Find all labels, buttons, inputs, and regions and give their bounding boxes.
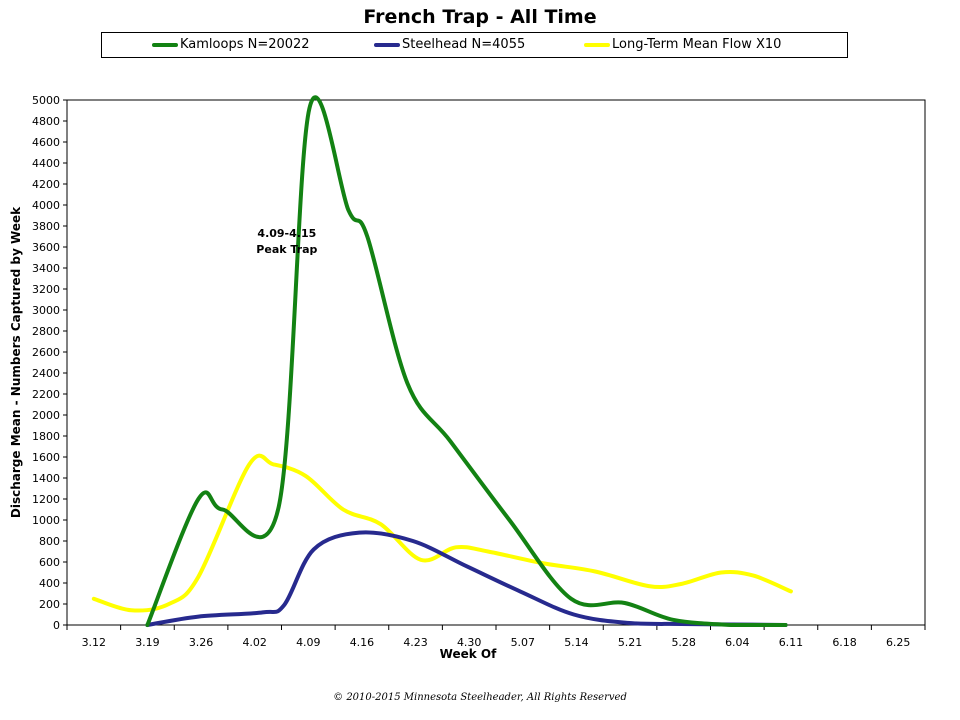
series-line-steelhead (145, 530, 788, 627)
legend-label-mean-flow: Long-Term Mean Flow X10 (612, 37, 782, 52)
x-tick-label: 3.12 (82, 636, 107, 649)
copyright-notice: © 2010-2015 Minnesota Steelheader, All R… (333, 692, 627, 703)
x-tick-label: 3.26 (189, 636, 214, 649)
legend-swatch-mean-flow (584, 42, 610, 47)
series-line-kamloops (145, 95, 788, 628)
x-tick-label: 6.18 (832, 636, 857, 649)
x-tick-label: 4.23 (403, 636, 428, 649)
legend-item-mean-flow: Long-Term Mean Flow X10 (584, 37, 781, 53)
y-tick-label: 2800 (32, 325, 60, 338)
x-tick-label: 6.11 (779, 636, 804, 649)
y-tick-label: 4600 (32, 136, 60, 149)
y-tick-label: 0 (53, 619, 60, 632)
y-tick-label: 4400 (32, 157, 60, 170)
legend-label-kamloops: Kamloops N=20022 (180, 37, 310, 52)
y-tick-label: 400 (39, 577, 60, 590)
y-tick-label: 1800 (32, 430, 60, 443)
y-axis-title: Discharge Mean - Numbers Captured by Wee… (9, 206, 23, 518)
y-tick-label: 800 (39, 535, 60, 548)
x-tick-label: 4.02 (242, 636, 267, 649)
y-tick-label: 3800 (32, 220, 60, 233)
y-tick-label: 2600 (32, 346, 60, 359)
legend-item-steelhead: Steelhead N=4055 (374, 37, 525, 53)
y-tick-label: 1400 (32, 472, 60, 485)
legend-swatch-kamloops (152, 42, 178, 47)
y-tick-label: 2200 (32, 388, 60, 401)
plot-area-frame (66, 99, 926, 626)
y-tick-label: 5000 (32, 94, 60, 107)
y-tick-label: 600 (39, 556, 60, 569)
y-tick-label: 1600 (32, 451, 60, 464)
x-tick-label: 4.30 (457, 636, 482, 649)
series-line-mean-flow (91, 453, 793, 613)
y-tick-label: 3200 (32, 283, 60, 296)
y-tick-label: 1000 (32, 514, 60, 527)
y-tick-label: 4000 (32, 199, 60, 212)
x-tick-label: 6.25 (886, 636, 911, 649)
x-tick-label: 5.14 (564, 636, 589, 649)
y-tick-label: 3600 (32, 241, 60, 254)
x-tick-label: 5.07 (511, 636, 536, 649)
x-tick-label: 5.28 (671, 636, 696, 649)
chart-legend: Kamloops N=20022 Steelhead N=4055 Long-T… (101, 32, 848, 58)
y-tick-label: 2000 (32, 409, 60, 422)
y-tick-label: 4200 (32, 178, 60, 191)
y-tick-label: 3000 (32, 304, 60, 317)
legend-label-steelhead: Steelhead N=4055 (402, 37, 526, 52)
x-tick-label: 4.16 (350, 636, 375, 649)
chart-title: French Trap - All Time (363, 6, 597, 28)
legend-item-kamloops: Kamloops N=20022 (152, 37, 310, 53)
y-tick-label: 200 (39, 598, 60, 611)
x-tick-label: 3.19 (135, 636, 160, 649)
x-axis-title: Week Of (440, 647, 497, 661)
legend-swatch-steelhead (374, 42, 400, 47)
y-tick-label: 2400 (32, 367, 60, 380)
y-tick-label: 4800 (32, 115, 60, 128)
y-tick-label: 3400 (32, 262, 60, 275)
y-tick-label: 1200 (32, 493, 60, 506)
x-tick-label: 4.09 (296, 636, 321, 649)
x-tick-label: 6.04 (725, 636, 750, 649)
peak-trap-annotation: Peak Trap (256, 243, 317, 256)
x-tick-label: 5.21 (618, 636, 643, 649)
peak-trap-annotation: 4.09-4.15 (257, 227, 316, 240)
